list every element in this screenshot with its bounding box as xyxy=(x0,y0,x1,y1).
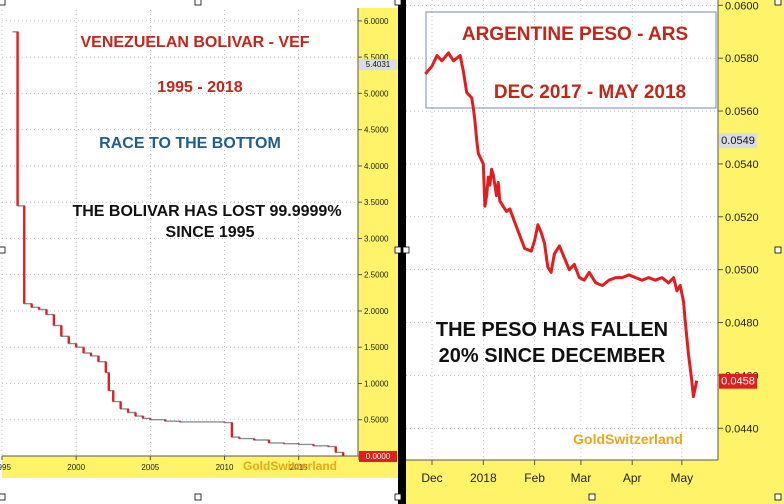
peso-y-tick-label: 0.0480 xyxy=(725,318,759,330)
peso-last-value-badge xyxy=(719,133,757,149)
peso-axis-panel xyxy=(718,0,784,504)
resize-handle[interactable] xyxy=(0,493,6,501)
resize-handle[interactable] xyxy=(774,0,782,6)
resize-handle[interactable] xyxy=(0,0,6,6)
peso-y-tick-label: 0.0580 xyxy=(725,53,759,65)
bolivar-x-tick-label: 2005 xyxy=(141,463,159,472)
bolivar-x-ticks: 1995 2000 2005 2010 2015 xyxy=(0,456,308,472)
peso-y-tick-label: 0.0520 xyxy=(725,212,759,224)
peso-legend-box xyxy=(425,11,717,109)
bolivar-y-tick-label: 1.0000 xyxy=(364,379,389,388)
peso-x-tick-label: May xyxy=(671,471,694,485)
peso-y-tick-label: 0.0500 xyxy=(725,265,759,277)
bolivar-x-tick-label: 2015 xyxy=(290,463,308,472)
resize-handle[interactable] xyxy=(194,0,202,6)
resize-handle[interactable] xyxy=(394,0,402,6)
peso-watermark: GoldSwitzerland xyxy=(573,431,683,447)
bolivar-chart: 6.0000 5.5000 5.0000 4.5000 4.0000 3.5000 3.00… xyxy=(0,8,398,478)
resize-handle[interactable] xyxy=(774,246,782,254)
resize-handle[interactable] xyxy=(394,493,402,501)
resize-handle[interactable] xyxy=(588,493,596,501)
bolivar-last-value-badge xyxy=(359,451,397,462)
peso-value-badges: 0.0549 0.0458 xyxy=(719,133,757,389)
bolivar-subtitle: 1995 - 2018 xyxy=(157,79,243,96)
peso-series-line xyxy=(424,51,699,399)
peso-x-tick-label: Dec xyxy=(421,471,442,485)
bolivar-annotation-lost: THE BOLIVAR HAS LOST 99.9999% xyxy=(72,203,341,220)
bolivar-y-tick-label: 4.5000 xyxy=(364,126,389,135)
peso-series xyxy=(424,51,699,399)
peso-chart: 0.0600 0.0580 0.0560 0.0540 0.0520 0.0500 0.04… xyxy=(406,0,784,504)
bolivar-watermark: GoldSwitzerland xyxy=(243,459,337,473)
peso-x-tick-label: Apr xyxy=(623,471,642,485)
peso-y-tick-label: 0.0440 xyxy=(725,423,759,435)
peso-grid xyxy=(406,0,718,460)
resize-handle[interactable] xyxy=(774,493,782,501)
bolivar-last-value-label: 5.4031 xyxy=(366,60,391,69)
bolivar-series xyxy=(12,31,345,456)
bolivar-x-tick-label: 2010 xyxy=(216,463,234,472)
bolivar-grid xyxy=(1,10,358,457)
bolivar-last-value-badge xyxy=(359,59,397,71)
bolivar-value-badges: 5.4031 0.0000 xyxy=(359,59,397,462)
bolivar-y-tick-label: 4.0000 xyxy=(364,162,389,171)
bolivar-y-tick-label: 1.5000 xyxy=(364,343,389,352)
bolivar-y-tick-label: 5.0000 xyxy=(364,89,389,98)
bolivar-y-tick-label: 2.0000 xyxy=(364,307,389,316)
peso-y-tick-label: 0.0540 xyxy=(725,159,759,171)
peso-x-tick-label: 2018 xyxy=(470,471,497,485)
peso-annotation-since: 20% SINCE DECEMBER xyxy=(439,345,666,367)
resize-handle[interactable] xyxy=(0,246,6,254)
peso-title: ARGENTINE PESO - ARS xyxy=(462,24,688,45)
bolivar-y-tick-label: 2.5000 xyxy=(364,271,389,280)
bolivar-x-tick-label: 2000 xyxy=(67,463,85,472)
resize-handle[interactable] xyxy=(402,246,410,254)
peso-y-tick-label: 0.0600 xyxy=(725,0,759,12)
peso-last-value-label: 0.0549 xyxy=(721,135,755,147)
bolivar-title: VENEZUELAN BOLIVAR - VEF xyxy=(80,34,309,51)
bolivar-y-tick-label: 6.0000 xyxy=(364,17,389,26)
peso-x-ticks: Dec 2018 Feb Mar Apr May xyxy=(421,460,693,485)
peso-annotation-fallen: THE PESO HAS FALLEN xyxy=(436,319,668,341)
bolivar-annotation-race: RACE TO THE BOTTOM xyxy=(99,135,281,152)
bolivar-annotation-since: SINCE 1995 xyxy=(166,224,255,241)
peso-plot-area xyxy=(406,0,718,460)
bolivar-xaxis-panel xyxy=(2,456,358,478)
resize-handle[interactable] xyxy=(394,246,402,254)
bolivar-y-tick-label: 3.0000 xyxy=(364,234,389,243)
peso-y-ticks: 0.0600 0.0580 0.0560 0.0540 0.0520 0.0500 0.04… xyxy=(718,0,759,435)
bolivar-y-tick-label: 0.5000 xyxy=(364,416,389,425)
bolivar-y-tick-label: 3.5000 xyxy=(364,198,389,207)
resize-handle[interactable] xyxy=(194,493,202,501)
chart-divider xyxy=(398,0,406,504)
peso-x-tick-label: Feb xyxy=(524,471,545,485)
bolivar-y-tick-label: 5.5000 xyxy=(364,53,389,62)
peso-last-value-badge xyxy=(719,373,757,389)
peso-y-tick-label: 0.0560 xyxy=(725,106,759,118)
bolivar-axis-panel xyxy=(358,8,398,478)
peso-xaxis-panel xyxy=(406,460,718,504)
peso-last-value-label: 0.0458 xyxy=(721,376,755,388)
bolivar-x-tick-label: 1995 xyxy=(0,463,11,472)
peso-subtitle: DEC 2017 - MAY 2018 xyxy=(494,82,686,103)
peso-x-tick-label: Mar xyxy=(571,471,592,485)
bolivar-last-value-label: 0.0000 xyxy=(366,452,391,461)
